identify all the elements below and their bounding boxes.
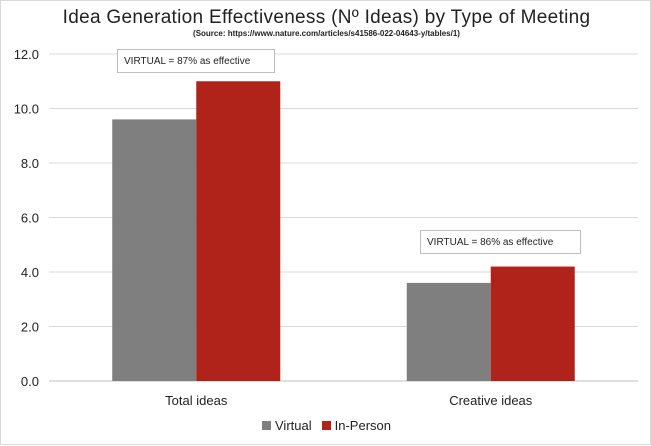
legend-swatch-virtual [262,421,271,430]
bar-in-person-1 [490,266,575,381]
y-tick-label-5: 10.0 [14,102,39,117]
x-tick-label-0: Total ideas [165,393,228,408]
bar-in-person-0 [196,81,281,381]
legend-item-virtual: Virtual [262,418,312,433]
y-tick-label-2: 4.0 [21,265,39,280]
legend-item-in-person: In-Person [321,418,391,433]
y-tick-label-4: 8.0 [21,156,39,171]
bar-virtual-0 [112,119,197,382]
bar-virtual-1 [406,282,491,381]
annotation-creative-ideas: VIRTUAL = 86% as effective [420,230,581,254]
y-tick-label-6: 12.0 [14,47,39,62]
chart-legend: Virtual In-Person [1,418,651,433]
y-tick-label-3: 6.0 [21,211,39,226]
chart-subtitle: (Source: https://www.nature.com/articles… [193,29,460,38]
y-tick-label-0: 0.0 [21,374,39,389]
legend-swatch-in-person [321,421,331,430]
y-tick-label-1: 2.0 [21,320,39,335]
chart-title: Idea Generation Effectiveness (Nº Ideas)… [62,7,591,28]
annotation-total-ideas: VIRTUAL = 87% as effective [117,49,275,73]
legend-label-virtual: Virtual [275,418,312,433]
legend-label-in-person: In-Person [334,418,391,433]
x-tick-label-1: Creative ideas [449,393,533,408]
